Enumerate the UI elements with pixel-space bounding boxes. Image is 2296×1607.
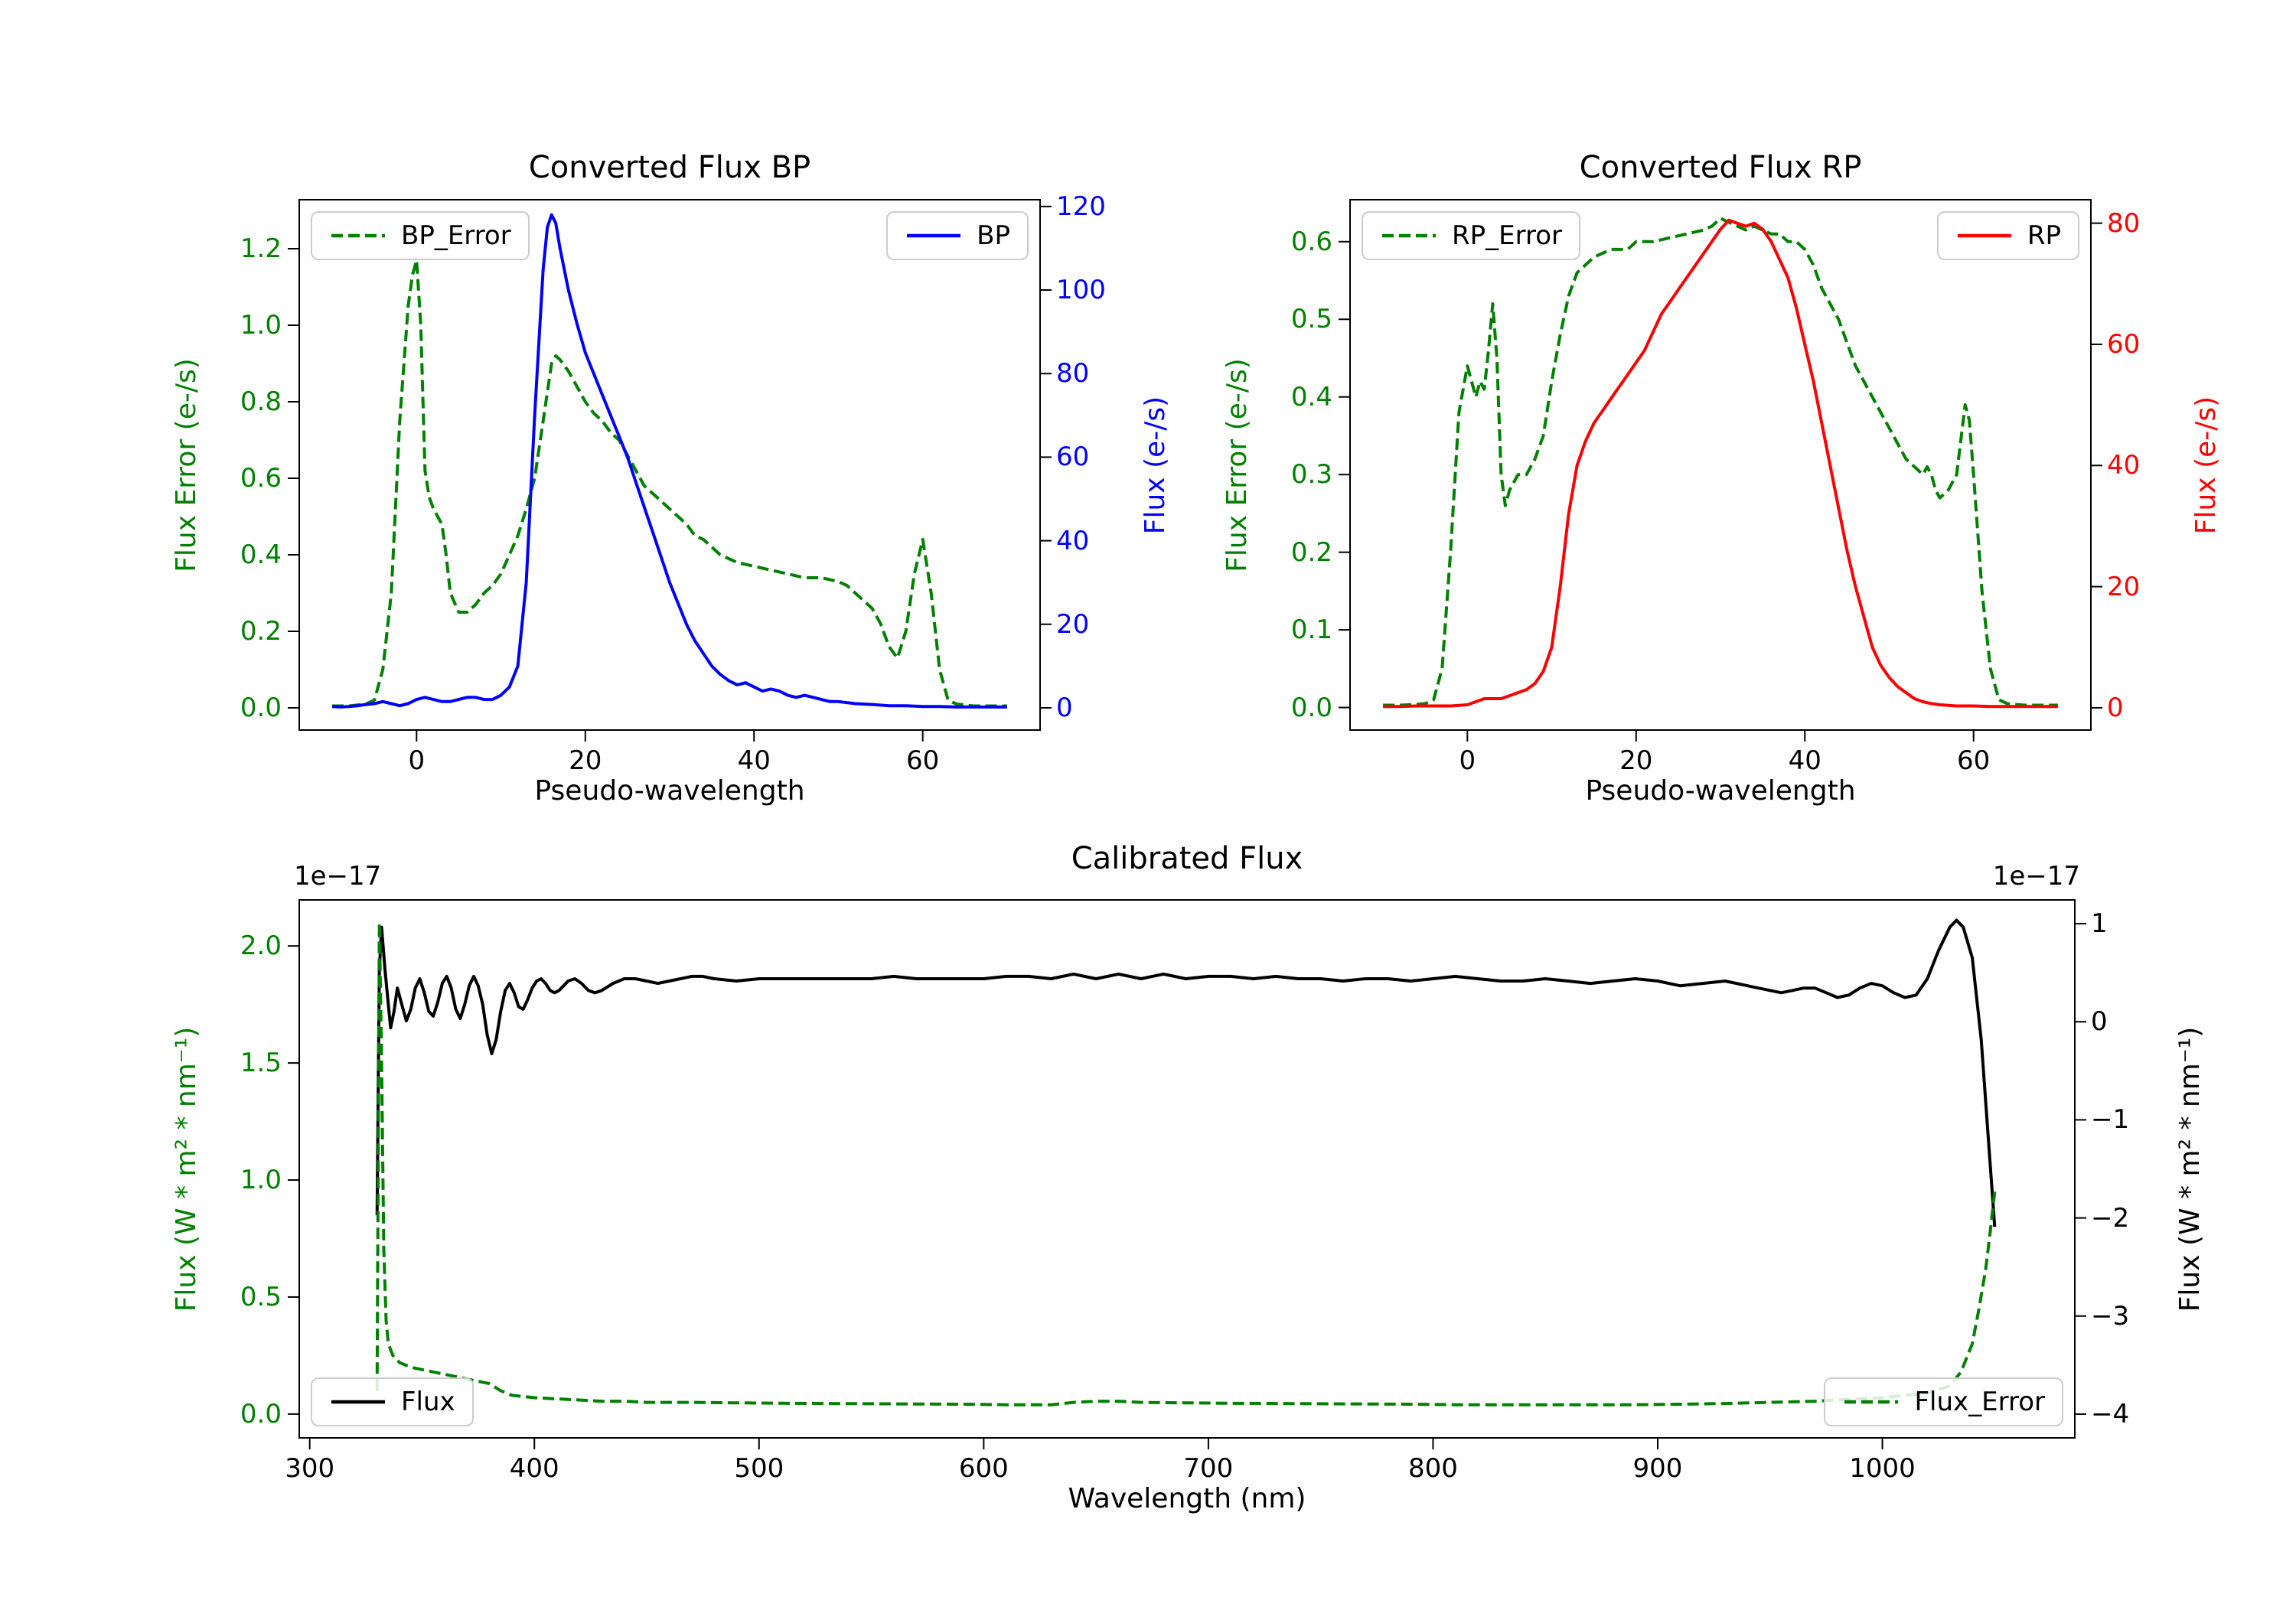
- legend-line-sample-solid-blue: [907, 233, 961, 238]
- tick-label: 0.0: [240, 693, 282, 723]
- RP_Error-line: [1383, 217, 2058, 707]
- tick-label: 0.2: [240, 616, 282, 647]
- legend-bp: BP: [886, 211, 1029, 260]
- y-axis-offset-right: 1e−17: [1992, 861, 2080, 892]
- tick-label: 20: [1056, 608, 1090, 640]
- tick-label: 0.1: [1290, 614, 1332, 646]
- tick-label: 1.5: [240, 1048, 282, 1079]
- tick-label: 0: [408, 745, 426, 776]
- legend-label-rp-error: RP_Error: [1452, 220, 1563, 251]
- tick-label: 0.4: [1290, 381, 1332, 412]
- BP-line: [331, 213, 1007, 709]
- tick-label: 1.2: [240, 233, 282, 264]
- tick-label: 0.3: [1290, 459, 1332, 491]
- tick-label: 40: [1788, 745, 1821, 776]
- legend-flux-error: Flux_Error: [1824, 1377, 2063, 1426]
- legend-rp-error: RP_Error: [1362, 211, 1581, 260]
- legend-line-sample-solid-black: [331, 1400, 385, 1404]
- plot-area-calibrated: [288, 899, 2086, 1449]
- legend-label-bp-error: BP_Error: [401, 220, 511, 251]
- legend-line-sample-dashed-green: [1382, 233, 1436, 238]
- tick-label: 0.0: [240, 1398, 282, 1429]
- chart-title-calibrated: Calibrated Flux: [1071, 841, 1303, 876]
- tick-label: 60: [1957, 745, 1991, 776]
- axes-converted-flux-rp: Converted Flux RP Pseudo-wavelength Flux…: [1221, 150, 2222, 807]
- tick-label: 60: [2107, 328, 2141, 360]
- tick-label: 1.0: [240, 1165, 282, 1196]
- axes-converted-flux-bp: Converted Flux BP Pseudo-wavelength Flux…: [171, 150, 1171, 807]
- tick-label: 20: [1619, 745, 1653, 776]
- tick-label: 2.0: [240, 931, 282, 962]
- Flux_Error-line: [375, 921, 1997, 1407]
- tick-label: 20: [569, 745, 602, 776]
- BP_Error-line: [332, 259, 1007, 708]
- Flux-line: [375, 918, 1997, 1227]
- tick-label: 80: [1056, 358, 1090, 390]
- x-axis-label-bp: Pseudo-wavelength: [534, 775, 805, 807]
- tick-label: 700: [1183, 1453, 1234, 1484]
- tick-label: 1000: [1849, 1453, 1916, 1484]
- tick-label: 0.4: [240, 539, 282, 570]
- x-axis-label-rp: Pseudo-wavelength: [1585, 775, 1856, 807]
- axes-frame: [1349, 199, 2092, 731]
- tick-label: 600: [958, 1453, 1009, 1484]
- chart-title-bp: Converted Flux BP: [528, 150, 811, 185]
- legend-line-sample-dashed-green: [331, 233, 385, 238]
- tick-label: 60: [906, 745, 940, 776]
- tick-label: 0.8: [240, 386, 282, 417]
- axes-calibrated-flux: Calibrated Flux 1e−17 1e−17 Wavelength (…: [171, 841, 2206, 1514]
- tick-label: 0.6: [1290, 226, 1332, 257]
- tick-label: 1: [2091, 908, 2108, 940]
- legend-line-sample-solid-red: [1957, 233, 2011, 238]
- tick-label: 80: [2107, 207, 2141, 239]
- axes-frame: [298, 199, 1041, 731]
- tick-label: 0.0: [1290, 692, 1332, 723]
- tick-label: 100: [1056, 275, 1106, 306]
- tick-label: 300: [285, 1453, 335, 1484]
- legend-flux: Flux: [311, 1377, 474, 1426]
- tick-label: −2: [2091, 1202, 2130, 1234]
- plot-area-bp: [288, 199, 1052, 742]
- tick-label: −3: [2091, 1300, 2130, 1332]
- RP-line: [1383, 218, 2058, 709]
- legend-label-rp: RP: [2027, 220, 2061, 251]
- axes-frame: [298, 899, 2076, 1439]
- plot-area-rp: [1339, 199, 2102, 742]
- tick-label: 0.5: [240, 1281, 282, 1312]
- tick-label: 400: [509, 1453, 559, 1484]
- tick-label: 20: [2107, 571, 2141, 602]
- tick-label: 0: [2107, 692, 2124, 723]
- tick-label: −4: [2091, 1398, 2130, 1429]
- tick-label: 120: [1056, 191, 1106, 222]
- tick-label: 40: [2107, 450, 2141, 481]
- chart-title-rp: Converted Flux RP: [1579, 150, 1862, 185]
- tick-label: 1.0: [240, 310, 282, 341]
- tick-label: 40: [737, 745, 771, 776]
- tick-label: 60: [1056, 442, 1090, 473]
- legend-rp: RP: [1936, 211, 2079, 260]
- tick-label: 0.5: [1290, 304, 1332, 335]
- tick-label: 900: [1632, 1453, 1683, 1484]
- tick-label: 0: [1459, 745, 1476, 776]
- tick-label: 40: [1056, 525, 1090, 556]
- legend-bp-error: BP_Error: [311, 211, 530, 260]
- legend-label-bp: BP: [977, 220, 1010, 251]
- tick-label: −1: [2091, 1104, 2130, 1136]
- legend-label-flux-error: Flux_Error: [1914, 1387, 2045, 1417]
- legend-line-sample-dashed-green: [1844, 1400, 1899, 1404]
- tick-label: 0: [2091, 1006, 2108, 1038]
- y-axis-offset-left: 1e−17: [294, 861, 382, 892]
- tick-label: 500: [734, 1453, 784, 1484]
- tick-label: 800: [1407, 1453, 1458, 1484]
- y-axis-label-right-calibrated: Flux (W * m² * nm⁻¹): [2174, 1026, 2206, 1312]
- legend-label-flux: Flux: [401, 1387, 455, 1417]
- tick-label: 0.6: [240, 463, 282, 494]
- tick-label: 0: [1056, 692, 1073, 723]
- x-axis-label-calibrated: Wavelength (nm): [1068, 1483, 1306, 1514]
- tick-label: 0.2: [1290, 536, 1332, 568]
